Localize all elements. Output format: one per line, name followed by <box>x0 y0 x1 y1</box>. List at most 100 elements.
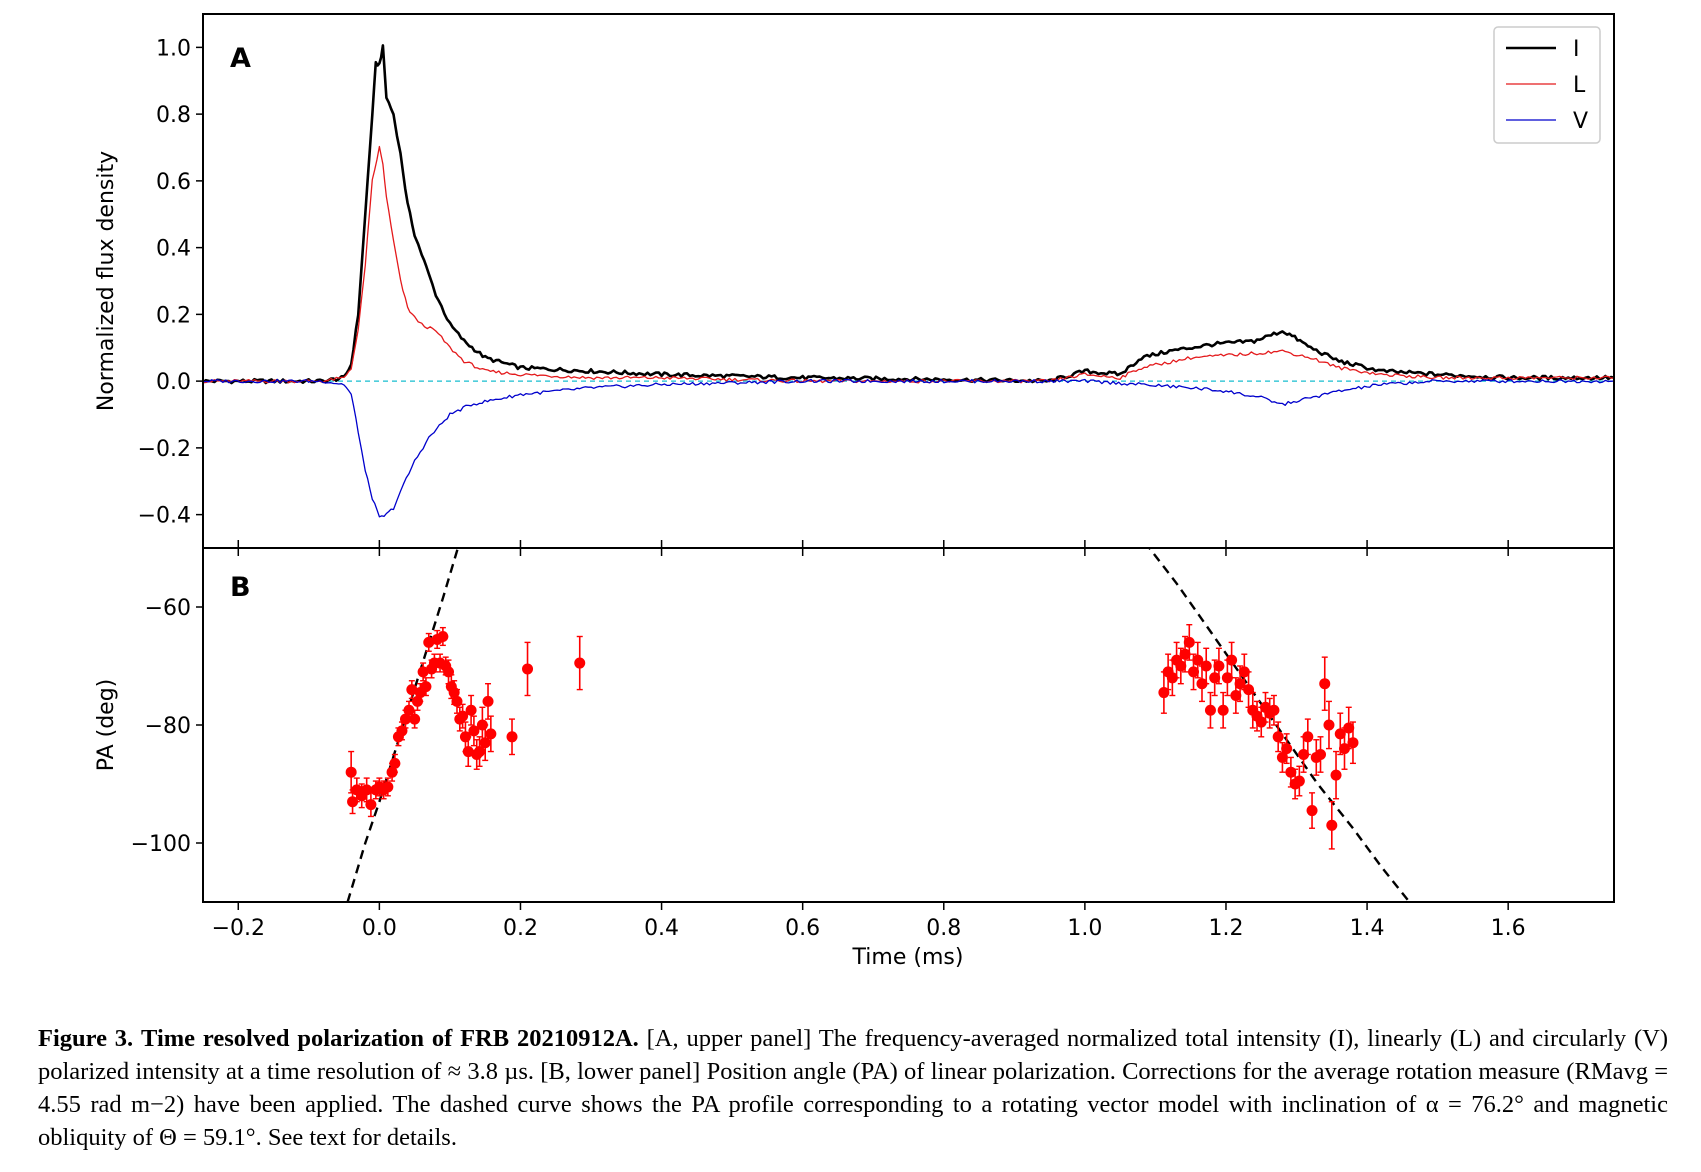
pa-marker <box>420 681 432 693</box>
pa-point <box>1315 736 1327 773</box>
panel-b-y-axis-label: PA (deg) <box>94 679 119 772</box>
pa-marker <box>1230 690 1242 701</box>
pa-point <box>403 700 415 720</box>
pa-marker <box>1293 775 1305 787</box>
panel-b-ticks: −100 −80 −60 −0.2 0.0 0.2 0.4 0.6 0.8 1.0 1.2 1.4 1.… <box>131 596 1526 941</box>
pa-marker <box>1179 648 1191 660</box>
panel-b-letter: B <box>230 572 251 603</box>
pa-marker <box>1298 749 1310 760</box>
legend-label-L: L <box>1573 73 1586 98</box>
pa-marker <box>1213 660 1225 672</box>
panel-a-ticks: −0.4 −0.2 0.0 0.2 0.4 0.6 0.8 1.0 <box>138 36 1509 556</box>
panel-a: −0.4 −0.2 0.0 0.2 0.4 0.6 0.8 1.0 A Normalized … <box>94 13 1615 556</box>
pa-marker <box>1347 737 1359 749</box>
pa-point <box>1306 792 1318 829</box>
pa-point <box>1213 647 1225 685</box>
pa-marker <box>1192 654 1204 666</box>
pa-marker <box>347 796 359 808</box>
caption-title: Time resolved polarization of FRB 202109… <box>141 1025 639 1052</box>
pa-marker <box>443 666 455 678</box>
pa-marker <box>1302 731 1314 743</box>
panel-b: −100 −80 −60 −0.2 0.0 0.2 0.4 0.6 0.8 1.0 1.2 1.4 1.… <box>94 547 1615 970</box>
pa-marker <box>479 737 491 749</box>
panel-b-frame <box>202 547 1615 903</box>
panel-a-letter: A <box>230 43 251 74</box>
panel-b-y-tick-label: −60 <box>145 596 191 621</box>
caption-line-2: and circularly (V) polarized intensity a… <box>38 1025 1668 1085</box>
pa-marker <box>365 799 377 811</box>
pa-marker <box>485 728 497 740</box>
pa-point <box>1171 641 1183 679</box>
pa-point <box>1272 721 1284 753</box>
pa-marker <box>403 704 415 716</box>
pa-point <box>1338 727 1350 770</box>
pa-marker <box>522 663 534 675</box>
pa-marker <box>1255 716 1267 728</box>
pa-point <box>506 718 518 756</box>
pa-marker <box>1268 704 1280 716</box>
legend: ILV <box>1493 26 1601 144</box>
pa-marker <box>474 746 486 758</box>
panel-b-x-tick-label: 0.4 <box>644 916 679 941</box>
pa-point <box>1192 641 1204 679</box>
pa-marker <box>1196 678 1208 690</box>
pa-point <box>1221 659 1233 697</box>
pa-marker <box>1281 743 1293 755</box>
series-line-L <box>202 145 1615 384</box>
pa-marker <box>1200 660 1212 672</box>
pa-marker <box>506 731 518 743</box>
pa-point <box>1226 641 1238 679</box>
pa-point <box>485 715 497 753</box>
caption-line-4: model with inclination of α = 76.2° and … <box>38 1091 1668 1151</box>
x-axis-label: Time (ms) <box>852 945 964 970</box>
pa-point <box>1204 691 1216 729</box>
pa-marker <box>1166 672 1178 684</box>
panel-a-y-tick-label: −0.2 <box>138 437 191 462</box>
legend-label-I: I <box>1573 37 1580 62</box>
panel-a-lines <box>202 44 1615 518</box>
pa-marker <box>1209 672 1221 684</box>
caption-line-3: the average rotation measure (RMavg = 4.… <box>38 1058 1669 1118</box>
pa-point <box>574 635 586 691</box>
pa-point <box>462 736 474 767</box>
pa-marker <box>423 636 435 648</box>
rvm-segment <box>346 548 460 902</box>
pa-point <box>457 703 469 729</box>
pa-marker <box>1238 666 1250 678</box>
pa-point <box>1251 700 1263 732</box>
panel-b-x-tick-label: 0.2 <box>503 916 538 941</box>
panel-b-x-tick-label: 1.0 <box>1067 916 1102 941</box>
pa-point <box>1293 765 1305 797</box>
pa-point <box>417 662 429 682</box>
pa-point <box>389 753 401 773</box>
pa-point <box>420 677 432 697</box>
pa-marker <box>1330 769 1342 781</box>
pa-point <box>1217 691 1229 729</box>
pa-point <box>482 683 494 720</box>
panel-b-x-tick-label: 1.4 <box>1350 916 1385 941</box>
panel-a-y-axis-label: Normalized flux density <box>94 151 119 411</box>
legend-box <box>1493 26 1601 144</box>
pa-marker <box>465 704 477 716</box>
pa-point <box>1166 659 1178 697</box>
panel-a-y-tick-label: 0.2 <box>156 303 191 328</box>
rvm-curve <box>346 548 1411 902</box>
pa-marker <box>1175 660 1187 672</box>
panel-b-y-tick-label: −100 <box>131 832 191 857</box>
pa-marker <box>1319 678 1331 690</box>
panel-a-y-tick-label: 0.6 <box>156 170 191 195</box>
pa-point <box>1200 647 1212 685</box>
panel-a-y-tick-label: 0.0 <box>156 370 191 395</box>
pa-marker <box>409 713 421 725</box>
pa-marker <box>1226 654 1238 666</box>
pa-point <box>479 724 491 762</box>
pa-point <box>522 641 534 697</box>
pa-marker <box>1326 819 1338 831</box>
pa-marker <box>1315 749 1327 760</box>
series-line-I <box>202 44 1615 385</box>
panel-a-y-tick-label: 0.4 <box>156 237 191 262</box>
series-line-V <box>202 378 1615 518</box>
pa-point <box>437 626 449 647</box>
pa-marker <box>1323 719 1335 731</box>
panel-a-y-tick-label: −0.4 <box>138 504 191 529</box>
